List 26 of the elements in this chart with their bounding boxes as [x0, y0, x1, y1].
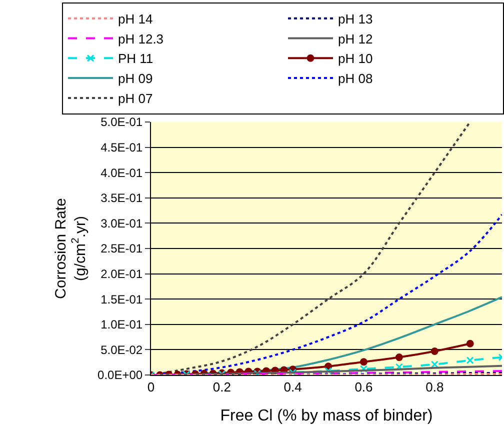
x-tick-label: 0 — [147, 380, 155, 395]
legend-label: pH 09 — [118, 71, 153, 86]
legend-label: pH 12 — [338, 31, 373, 46]
legend-label: pH 13 — [338, 11, 373, 26]
y-tick-label: 4.0E-01 — [100, 166, 143, 180]
legend-label: pH 14 — [118, 11, 153, 26]
legend-label: pH 12.3 — [118, 31, 164, 46]
y-tick-label: 4.5E-01 — [100, 140, 143, 154]
legend-label: pH 07 — [118, 91, 153, 106]
legend-label: pH 08 — [338, 71, 373, 86]
x-tick-label: 0.4 — [284, 380, 302, 395]
y-tick-label: 5.0E-01 — [100, 115, 143, 130]
legend-label: pH 10 — [338, 51, 373, 66]
y-tick-label: 5.0E-02 — [100, 342, 143, 357]
y-tick-label: 3.0E-01 — [100, 216, 143, 230]
x-tick-label: 0.6 — [354, 380, 373, 395]
x-tick-label: 0.8 — [426, 380, 444, 395]
y-tick-label: 2.0E-01 — [100, 267, 143, 281]
x-tick-label: 0.2 — [212, 380, 231, 395]
y-tick-label: 3.5E-01 — [100, 191, 143, 206]
y-tick-label: 2.5E-01 — [100, 242, 143, 256]
legend-label: PH 11 — [118, 51, 154, 66]
y-tick-label: 1.5E-01 — [100, 292, 143, 306]
y-tick-label: 1.0E-01 — [100, 318, 143, 332]
y-tick-label: 0.0E+00 — [98, 368, 143, 382]
x-axis-title: Free Cl (% by mass of binder) — [220, 407, 433, 424]
